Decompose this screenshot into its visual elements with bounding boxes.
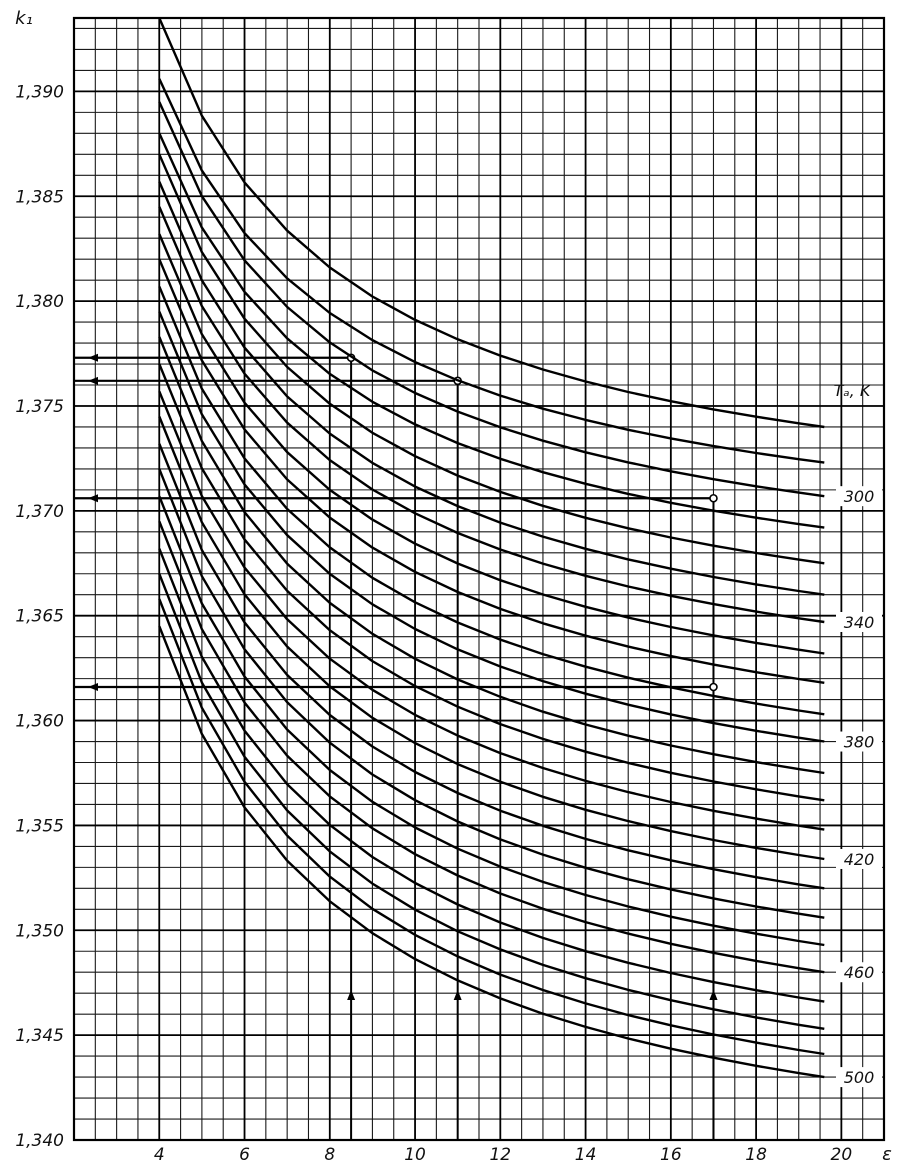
y-tick-label: 1,380	[15, 292, 64, 312]
series-line	[158, 443, 825, 890]
series-label-bg	[836, 848, 882, 869]
series-label-bg	[836, 611, 882, 632]
plot-border	[72, 16, 886, 1142]
series-label-bg	[836, 731, 882, 752]
series-line	[158, 390, 825, 831]
x-tick-label: 10	[404, 1145, 426, 1165]
y-tick-label: 1,355	[15, 816, 64, 836]
plot-frame	[72, 16, 886, 1142]
series-line	[158, 285, 825, 716]
x-tick-label: 12	[489, 1145, 511, 1165]
legend-title: Tₐ, K	[834, 381, 872, 400]
y-tick-label: 1,350	[15, 921, 64, 941]
guide-arrow-up	[453, 990, 462, 1000]
series-line	[158, 153, 825, 565]
series-line	[158, 206, 825, 624]
x-tick-label: 4	[154, 1145, 165, 1165]
series-line	[158, 598, 825, 1056]
guide-point	[709, 493, 718, 503]
series-label: 460	[844, 963, 875, 982]
guide-arrow-left	[88, 683, 98, 692]
series-line	[158, 101, 825, 498]
guide-point	[709, 682, 718, 692]
temperature-curves	[158, 17, 825, 1079]
x-tick-label: 8	[324, 1145, 335, 1165]
series-line	[158, 78, 825, 464]
series-line	[158, 336, 825, 775]
series-line	[158, 311, 825, 743]
y-tick-label: 1,390	[15, 82, 64, 102]
series-line	[158, 468, 825, 919]
y-tick-label: 1,345	[15, 1026, 64, 1046]
x-tick-label: 6	[239, 1145, 250, 1165]
series-label: 300	[844, 487, 875, 506]
series-line	[158, 363, 825, 802]
y-tick-label: 1,365	[15, 607, 64, 627]
series-line	[158, 625, 825, 1079]
series-label: 340	[844, 613, 875, 632]
x-tick-label: 16	[660, 1145, 682, 1165]
series-line	[158, 258, 825, 684]
series-line	[158, 573, 825, 1030]
x-axis-label: ε	[882, 1144, 892, 1165]
minor-grid	[73, 18, 885, 1141]
y-tick-label: 1,385	[15, 187, 64, 207]
guide-arrow-left	[88, 353, 98, 362]
guide-arrow-left	[88, 494, 98, 503]
series-label-bg	[836, 486, 882, 507]
y-axis-label: k₁	[15, 8, 33, 29]
series-label-bg	[836, 1067, 882, 1088]
y-tick-label: 1,370	[15, 502, 64, 522]
series-line	[158, 233, 825, 655]
series-line	[158, 132, 825, 529]
series-line	[158, 548, 825, 1003]
series-label-bg	[836, 962, 882, 983]
series-line	[158, 17, 825, 429]
x-tick-label: 20	[831, 1145, 853, 1165]
guide-arrow-up	[347, 990, 356, 1000]
series-labels: 300 340 380 420 460 500	[836, 486, 882, 1088]
y-tick-label: 1,360	[15, 712, 64, 732]
y-tick-label: 1,340	[15, 1131, 64, 1151]
guide-arrow-left	[88, 376, 98, 385]
series-label: 420	[844, 850, 875, 869]
series-line	[158, 416, 825, 861]
series-line	[158, 520, 825, 974]
guide-arrow-up	[709, 990, 718, 1000]
series-label: 500	[844, 1068, 875, 1087]
series-line	[158, 495, 825, 947]
y-tick-labels: 1,340 1,345 1,350 1,355 1,360 1,365 1,370 1,375…	[15, 82, 64, 1151]
x-tick-label: 14	[575, 1145, 597, 1165]
series-label: 380	[844, 733, 875, 752]
series-line	[158, 181, 825, 596]
x-tick-label: 18	[745, 1145, 767, 1165]
y-tick-label: 1,375	[15, 397, 64, 417]
x-tick-labels: 4 6 8 10 12 14 16 18 20	[154, 1145, 852, 1165]
